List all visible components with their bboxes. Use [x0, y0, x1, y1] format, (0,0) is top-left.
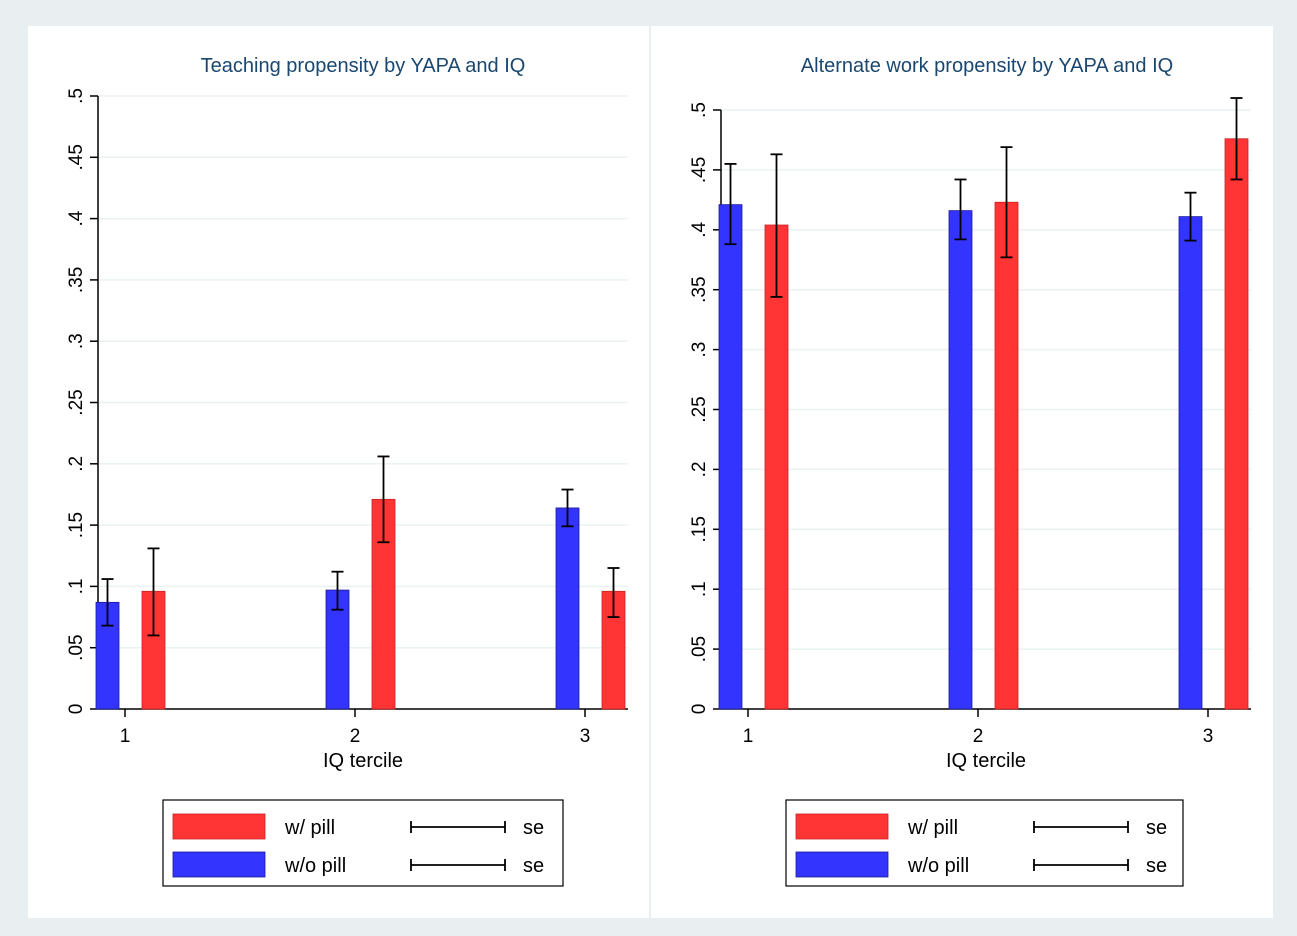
y-tick-label: .1	[66, 578, 87, 594]
panel-divider	[649, 26, 651, 918]
y-tick-label: .5	[689, 102, 710, 118]
legend-swatch-with-pill	[795, 813, 889, 840]
legend-label: w/ pill	[284, 817, 335, 839]
x-tick-label: 2	[350, 726, 361, 747]
legend-se-label: se	[1146, 855, 1167, 877]
bar-without-pill	[555, 507, 580, 710]
x-tick-label: 1	[743, 726, 754, 747]
bar-without-pill	[718, 204, 743, 710]
chart-title: Alternate work propensity by YAPA and IQ	[801, 55, 1173, 77]
legend-swatch-without-pill	[172, 851, 266, 878]
y-tick-label: .25	[689, 396, 710, 422]
legend-se-label: se	[523, 855, 544, 877]
legend-label: w/o pill	[284, 855, 346, 877]
legend-se-label: se	[1146, 817, 1167, 839]
y-tick-label: .3	[689, 342, 710, 358]
chart-panel-teaching: Teaching propensity by YAPA and IQ 0 .05 .1…	[28, 26, 649, 918]
y-tick-label: .35	[66, 267, 87, 293]
x-tick-label: 1	[120, 726, 131, 747]
chart-title: Teaching propensity by YAPA and IQ	[201, 55, 526, 77]
y-tick-label: .25	[66, 389, 87, 415]
chart-panel-alternate-work: Alternate work propensity by YAPA and IQ…	[651, 26, 1273, 918]
x-tick-label: 3	[580, 726, 591, 747]
y-tick-label: 0	[689, 704, 710, 715]
legend-swatch-without-pill	[795, 851, 889, 878]
bar-without-pill	[948, 210, 973, 710]
y-tick-label: .5	[66, 88, 87, 104]
y-tick-label: 0	[66, 704, 87, 715]
legend-label: w/o pill	[907, 855, 969, 877]
legend-se-label: se	[523, 817, 544, 839]
y-tick-label: .45	[689, 157, 710, 183]
y-tick-label: .15	[66, 512, 87, 538]
y-tick-label: .2	[66, 456, 87, 472]
bar-with-pill	[994, 201, 1019, 710]
y-tick-label: .1	[689, 581, 710, 597]
y-tick-label: .3	[66, 333, 87, 349]
y-tick-label: .45	[66, 144, 87, 170]
y-tick-label: .2	[689, 461, 710, 477]
chart-teaching: Teaching propensity by YAPA and IQ 0 .05 .1…	[66, 55, 628, 887]
y-tick-label: .4	[689, 221, 710, 237]
y-tick-label: .05	[66, 634, 87, 660]
chart-alternate-work: Alternate work propensity by YAPA and IQ…	[689, 55, 1251, 887]
x-axis-label: IQ tercile	[946, 750, 1026, 772]
y-tick-label: .35	[689, 276, 710, 302]
bar-with-pill	[1224, 138, 1249, 710]
x-tick-label: 3	[1203, 726, 1214, 747]
legend-label: w/ pill	[907, 817, 958, 839]
bar-without-pill	[1178, 216, 1203, 710]
x-axis-label: IQ tercile	[323, 750, 403, 772]
legend-swatch-with-pill	[172, 813, 266, 840]
y-tick-label: .15	[689, 516, 710, 542]
x-tick-label: 2	[973, 726, 984, 747]
y-tick-label: .4	[66, 210, 87, 226]
y-tick-label: .05	[689, 636, 710, 662]
